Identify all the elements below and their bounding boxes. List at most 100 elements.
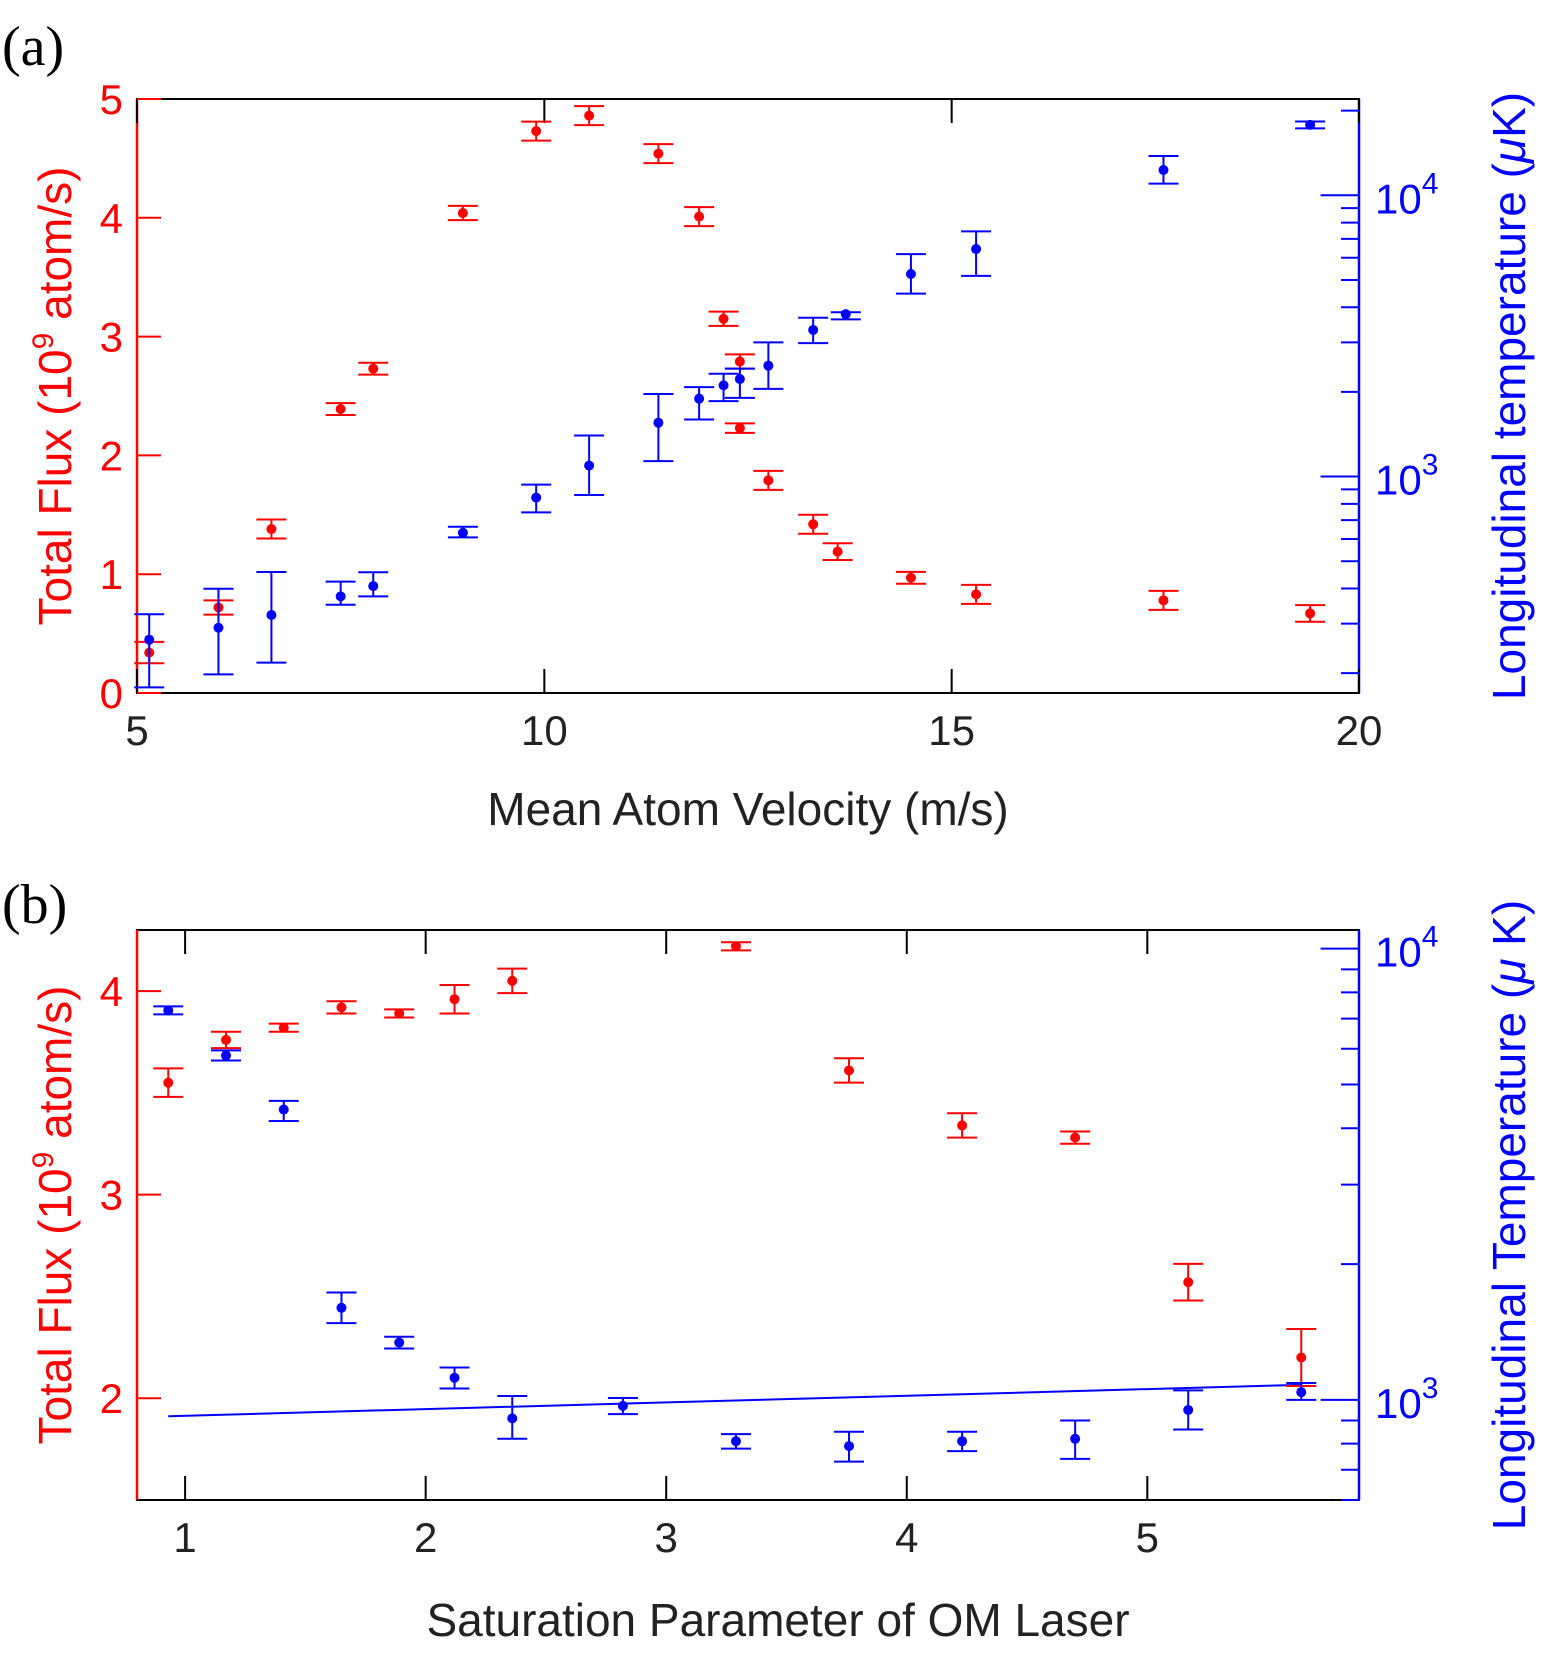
panel-a-temperature-point: [457, 527, 468, 538]
panel-a-flux-point: [457, 208, 468, 219]
panel-a-right-tick-label-base: 10: [1375, 175, 1422, 222]
panel-b-temperature-point: [1183, 1404, 1194, 1415]
panel-b-x-tick-label: 3: [655, 1514, 678, 1561]
panel-a-flux-point: [694, 211, 705, 222]
panel-a-x-axis-title: Mean Atom Velocity (m/s): [487, 783, 1009, 835]
panel-b-left-axis-title-tail: atom/s): [29, 986, 81, 1152]
panel-a-temperature-series: [134, 119, 1326, 689]
panel-b-temperature-point: [278, 1104, 289, 1115]
panel-b-right-axis-title-text: Longitudinal Temperature (: [1483, 983, 1535, 1530]
panel-a-flux-point: [718, 313, 729, 324]
panel-a-x-tick-label: 5: [125, 707, 148, 754]
panel-b-x-axis-title: Saturation Parameter of OM Laser: [426, 1594, 1129, 1646]
panel-b-fit: [168, 1383, 1302, 1418]
panel-b-right-axis-title: Longitudinal Temperature (μ K): [1483, 900, 1535, 1530]
panel-b-right-tick-label: 104: [1375, 921, 1438, 976]
panel-b-temperature-point: [617, 1400, 628, 1411]
panel-a-left-tick-label: 5: [100, 76, 123, 123]
panel-b-x-tick-label: 1: [173, 1514, 196, 1561]
panel-b-right-axis-title-tail: K): [1483, 900, 1535, 959]
panel-b-left-axis-title-base: Total Flux (10: [29, 1168, 81, 1444]
panel-b-right-tick-label-base: 10: [1375, 929, 1422, 976]
panel-a-flux-point: [734, 356, 745, 367]
panel-b-right-tick-label: 103: [1375, 1372, 1438, 1427]
panel-a-flux-point: [808, 519, 819, 530]
panel-a-temperature-point: [1305, 119, 1316, 130]
panel-b-left-axis-title: Total Flux (109 atom/s): [27, 986, 81, 1445]
panel-b-right-axis-title-mu: μ: [1483, 959, 1535, 985]
panel-b-flux-point: [221, 1034, 232, 1045]
panel-a-left-axis-title: Total Flux (109 atom/s): [27, 167, 81, 626]
panel-b-flux-point: [507, 975, 518, 986]
panel-a-temperature-point: [840, 309, 851, 320]
panel-a-right-axis-title-mu: μ: [1483, 138, 1535, 164]
panel-b-temperature-point: [844, 1441, 855, 1452]
panel-a-flux-point: [531, 126, 542, 137]
panel-b-flux-point: [730, 941, 741, 952]
panel-b-flux-point: [449, 994, 460, 1005]
panel-b-temperature-point: [507, 1413, 518, 1424]
panel-b-right-tick-label-exp: 4: [1422, 921, 1439, 954]
panel-a-flux-point: [1158, 595, 1169, 606]
panel-a-right-tick-label-exp: 3: [1422, 449, 1439, 482]
panel-a-x-tick-label: 10: [521, 707, 568, 754]
panel-a-right-tick-label: 104: [1375, 167, 1438, 222]
panel-b-temperature-point: [730, 1436, 741, 1447]
panel-b-flux-point: [1070, 1132, 1081, 1143]
panel-b-left-axis-title-exp: 9: [27, 1152, 60, 1169]
panel-a-right-tick-label-base: 10: [1375, 457, 1422, 504]
panel-b-temperature-point: [163, 1005, 174, 1016]
panel-a-temperature-point: [368, 581, 379, 592]
panel-a-flux-point: [734, 423, 745, 434]
panel-a-temperature-point: [653, 417, 664, 428]
panel-a-flux-point: [368, 363, 379, 374]
panel-a-temperature-point: [718, 380, 729, 391]
panel-a-flux-point: [1305, 608, 1316, 619]
panel-a-flux-point: [905, 572, 916, 583]
panel-b-left-tick-label: 4: [100, 968, 123, 1015]
panel-b-temperature-series: [153, 1005, 1317, 1463]
panel-a-temperature-point: [531, 492, 542, 503]
panel-a-temperature-point: [734, 374, 745, 385]
panel-a-temperature-point: [1158, 165, 1169, 176]
panel-a-flux-point: [653, 148, 664, 159]
panel-b-temperature-point: [336, 1302, 347, 1313]
panel-a-temperature-point: [584, 460, 595, 471]
panel-b-right-tick-label-base: 10: [1375, 1380, 1422, 1427]
panel-a-temperature-point: [144, 634, 155, 645]
panel-a-left-axis-title-exp: 9: [27, 333, 60, 350]
panel-b-flux-point: [1183, 1277, 1194, 1288]
panel-a-temperature-point: [905, 269, 916, 280]
panel-a-temperature-point: [335, 591, 346, 602]
panel-b-flux-point: [278, 1022, 289, 1033]
panel-b-flux-point: [394, 1008, 405, 1019]
panel-b-flux-point: [336, 1002, 347, 1013]
panel-b-temperature-point: [449, 1372, 460, 1383]
panel-b-left-ticks: 2 3 4: [100, 968, 161, 1422]
panel-a-left-tick-label: 3: [100, 314, 123, 361]
panel-b-x-tick-label: 5: [1136, 1514, 1159, 1561]
panel-a-temperature-point: [808, 324, 819, 335]
panel-a-right-tick-label-exp: 4: [1422, 167, 1439, 200]
panel-a-temperature-point: [971, 244, 982, 255]
panel-a-flux-point: [832, 546, 843, 557]
panel-a-left-axis-title-base: Total Flux (10: [29, 349, 81, 625]
panel-b-temperature-point: [957, 1436, 968, 1447]
panel-b-flux-point: [844, 1065, 855, 1076]
panel-a-flux-point: [266, 524, 277, 535]
panel-b-right-tick-label-exp: 3: [1422, 1372, 1439, 1405]
panel-a-flux-series: [134, 105, 1326, 665]
panel-a-left-ticks: 0 1 2 3 4 5: [100, 76, 161, 717]
panel-b-temperature-point: [1296, 1387, 1307, 1398]
panel-b-temperature-point: [1070, 1433, 1081, 1444]
panel-b-flux-series: [153, 941, 1317, 1387]
panel-a-x-ticks: 5 10 15 20: [125, 99, 1382, 754]
panel-b-flux-point: [163, 1077, 174, 1088]
panel-a-left-tick-label: 4: [100, 195, 123, 242]
panel-a-flux-point: [971, 589, 982, 600]
panel-a-left-tick-label: 1: [100, 551, 123, 598]
panel-a-right-axis-title-text: Longitudinal temperature (: [1483, 162, 1535, 700]
